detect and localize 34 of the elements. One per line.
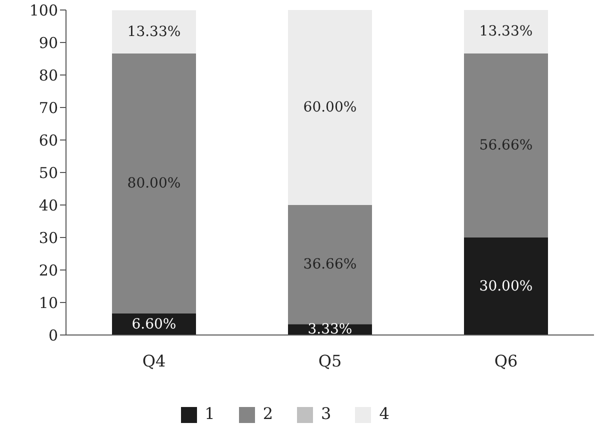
data-label: 13.33%: [479, 24, 533, 40]
bar: [112, 54, 196, 314]
legend-label: 3: [321, 404, 332, 423]
data-label: 56.66%: [479, 137, 533, 154]
legend-label: 2: [262, 404, 273, 423]
data-label: 60.00%: [303, 100, 357, 116]
y-tick-label: 10: [38, 294, 58, 312]
bar: [464, 238, 548, 335]
data-label: 36.66%: [303, 256, 357, 273]
x-tick-label: Q5: [318, 351, 342, 370]
y-tick-label: 40: [38, 196, 58, 214]
x-tick-label: Q4: [142, 351, 166, 370]
bar: [288, 205, 372, 324]
y-tick-label: 90: [38, 34, 58, 52]
y-tick-label: 50: [38, 164, 58, 182]
y-tick-label: 30: [38, 228, 58, 247]
y-tick-label: 20: [38, 261, 58, 280]
legend-label: 4: [379, 404, 390, 423]
x-tick-label: Q6: [494, 351, 518, 370]
legend-label: 1: [204, 404, 215, 423]
bar: [464, 10, 548, 54]
bar: [288, 10, 372, 206]
y-tick-label: 80: [38, 66, 58, 84]
y-tick-label: 70: [38, 98, 58, 117]
data-label: 80.00%: [127, 176, 181, 192]
y-tick-label: 0: [48, 326, 58, 344]
bar: [464, 53, 548, 238]
data-label: 13.33%: [127, 24, 181, 40]
data-label: 3.33%: [308, 322, 352, 338]
data-label: 30.00%: [479, 278, 533, 294]
y-tick-label: 60: [38, 131, 58, 150]
data-label: 6.60%: [132, 316, 176, 332]
bar: [112, 10, 196, 54]
y-tick-label: 100: [29, 1, 58, 20]
